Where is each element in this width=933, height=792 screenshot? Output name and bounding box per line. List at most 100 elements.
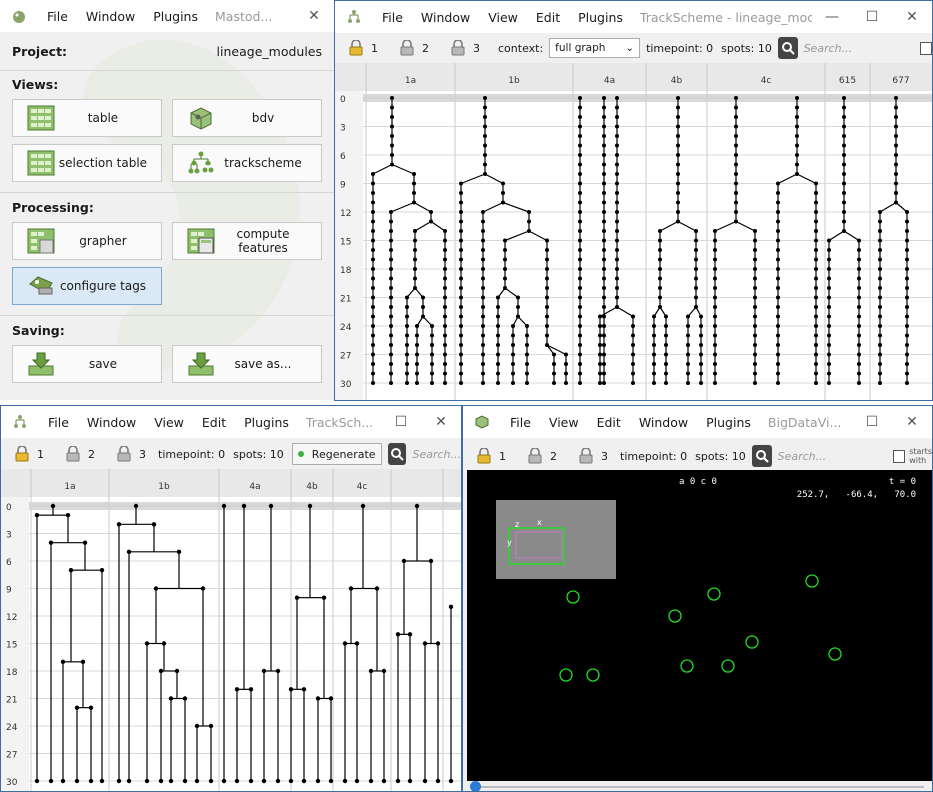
- selection-table-button[interactable]: selection table: [12, 144, 162, 182]
- spot-node: [827, 324, 831, 328]
- spot-node: [459, 295, 463, 300]
- window-title: TrackSch...: [305, 414, 374, 430]
- search-icon[interactable]: [777, 37, 798, 59]
- spot-node: [503, 238, 507, 243]
- menu-file[interactable]: File: [510, 414, 531, 430]
- search-checkbox[interactable]: [920, 41, 932, 55]
- spot-marker[interactable]: [828, 647, 842, 661]
- division-edge: [777, 173, 798, 185]
- search-input[interactable]: Search...: [777, 449, 827, 463]
- spot-marker[interactable]: [680, 659, 694, 673]
- bdv-button[interactable]: bdv: [172, 99, 322, 137]
- lock-1-button[interactable]: 1: [15, 446, 44, 462]
- spot-node: [602, 295, 606, 300]
- grapher-button[interactable]: grapher: [12, 222, 162, 260]
- menu-plugins[interactable]: Plugins: [706, 414, 751, 430]
- lock-2-button[interactable]: 2: [400, 40, 429, 56]
- menu-edit[interactable]: Edit: [596, 414, 621, 430]
- close-icon[interactable]: ✕: [906, 9, 918, 25]
- configure-tags-button[interactable]: configure tags: [12, 267, 162, 305]
- search-icon[interactable]: [387, 443, 407, 465]
- spot-marker[interactable]: [559, 668, 573, 682]
- regenerate-button[interactable]: Regenerate: [291, 443, 382, 465]
- compute-features-button[interactable]: compute features: [172, 222, 322, 260]
- menu-edit[interactable]: Edit: [201, 414, 227, 430]
- menu-window[interactable]: Window: [86, 414, 137, 430]
- spot-marker[interactable]: [745, 635, 759, 649]
- trackscheme-2-canvas[interactable]: 1a 1b 4a 4b 4c 0 3 6 9 12 15 18 21 24 27 30: [1, 469, 461, 791]
- save-button[interactable]: save: [12, 345, 162, 383]
- menu-edit[interactable]: Edit: [535, 9, 561, 25]
- lock-3-button[interactable]: 3: [579, 448, 608, 464]
- menu-window[interactable]: Window: [638, 414, 689, 430]
- trackscheme-button[interactable]: trackscheme: [172, 144, 322, 182]
- spot-node: [776, 381, 780, 385]
- spot-node: [176, 549, 182, 555]
- spot-node: [631, 371, 635, 376]
- context-select[interactable]: full graph ⌄: [549, 38, 641, 58]
- maximize-icon[interactable]: ☐: [865, 414, 879, 430]
- menu-file[interactable]: File: [48, 414, 69, 430]
- maximize-icon[interactable]: ☐: [865, 9, 879, 25]
- table-button[interactable]: table: [12, 99, 162, 137]
- spot-node: [481, 257, 485, 262]
- close-icon[interactable]: ✕: [906, 414, 918, 430]
- spot-node: [459, 238, 463, 243]
- menu-window[interactable]: Window: [85, 8, 136, 24]
- time-slider-thumb[interactable]: [470, 781, 481, 791]
- spot-marker[interactable]: [707, 587, 721, 601]
- menu-view[interactable]: View: [548, 414, 579, 430]
- spot-node: [905, 210, 909, 214]
- spot-marker[interactable]: [721, 659, 735, 673]
- trackscheme-2-titlebar: File Window View Edit Plugins TrackSch..…: [1, 406, 461, 438]
- spot-node: [443, 362, 447, 366]
- menu-view[interactable]: View: [154, 414, 184, 430]
- lock-2-button[interactable]: 2: [66, 446, 95, 462]
- spot-node: [615, 229, 619, 233]
- search-input[interactable]: Search...: [412, 447, 461, 461]
- trackscheme-2-toolbar: 1 2 3 timepoint: 0 spots: 10 Regenerate …: [1, 439, 461, 469]
- spot-node: [713, 286, 717, 290]
- minimize-icon[interactable]: —: [825, 9, 839, 25]
- spot-node: [676, 105, 680, 110]
- menu-view[interactable]: View: [488, 9, 518, 25]
- close-icon[interactable]: ✕: [308, 8, 320, 24]
- spot-marker[interactable]: [566, 590, 580, 604]
- spot-node: [68, 567, 74, 573]
- spot-node: [389, 324, 393, 328]
- time-slider[interactable]: [467, 781, 932, 791]
- starts-with-checkbox[interactable]: [893, 449, 906, 463]
- spot-node: [168, 778, 174, 784]
- context-label: context:: [498, 41, 544, 55]
- lock-1-button[interactable]: 1: [477, 448, 506, 464]
- search-input[interactable]: Search...: [803, 41, 853, 55]
- bdv-viewer-canvas[interactable]: a 0 c 0 t = 0 252.7, -66.4, 70.0 z x y: [467, 470, 932, 781]
- lock-2-button[interactable]: 2: [528, 448, 557, 464]
- menu-file[interactable]: File: [382, 9, 403, 25]
- spot-node: [428, 558, 434, 564]
- spot-marker[interactable]: [805, 574, 819, 588]
- lock-3-button[interactable]: 3: [117, 446, 146, 462]
- spot-node: [894, 105, 898, 110]
- lock-1-button[interactable]: 1: [349, 40, 378, 56]
- spot-node: [894, 153, 898, 157]
- spot-marker[interactable]: [668, 609, 682, 623]
- divider: [0, 315, 334, 316]
- spot-node: [578, 143, 582, 148]
- menu-window[interactable]: Window: [420, 9, 471, 25]
- spot-marker[interactable]: [586, 668, 600, 682]
- spot-node: [208, 723, 214, 729]
- trackscheme-1-canvas[interactable]: 1a 1b 4a 4b 4c 615 677 0 3 6 9 12 15 18 21 24 27 30: [335, 63, 932, 400]
- maximize-icon[interactable]: ☐: [394, 414, 408, 430]
- spot-node: [776, 343, 780, 347]
- save-as-button[interactable]: save as...: [172, 345, 322, 383]
- menu-plugins[interactable]: Plugins: [153, 8, 198, 24]
- spot-node: [99, 567, 105, 573]
- menu-plugins[interactable]: Plugins: [578, 9, 623, 25]
- menu-file[interactable]: File: [47, 8, 68, 24]
- lock-3-button[interactable]: 3: [451, 40, 480, 56]
- close-icon[interactable]: ✕: [435, 414, 447, 430]
- spot-node: [481, 229, 485, 233]
- menu-plugins[interactable]: Plugins: [244, 414, 289, 430]
- search-icon[interactable]: [751, 445, 772, 467]
